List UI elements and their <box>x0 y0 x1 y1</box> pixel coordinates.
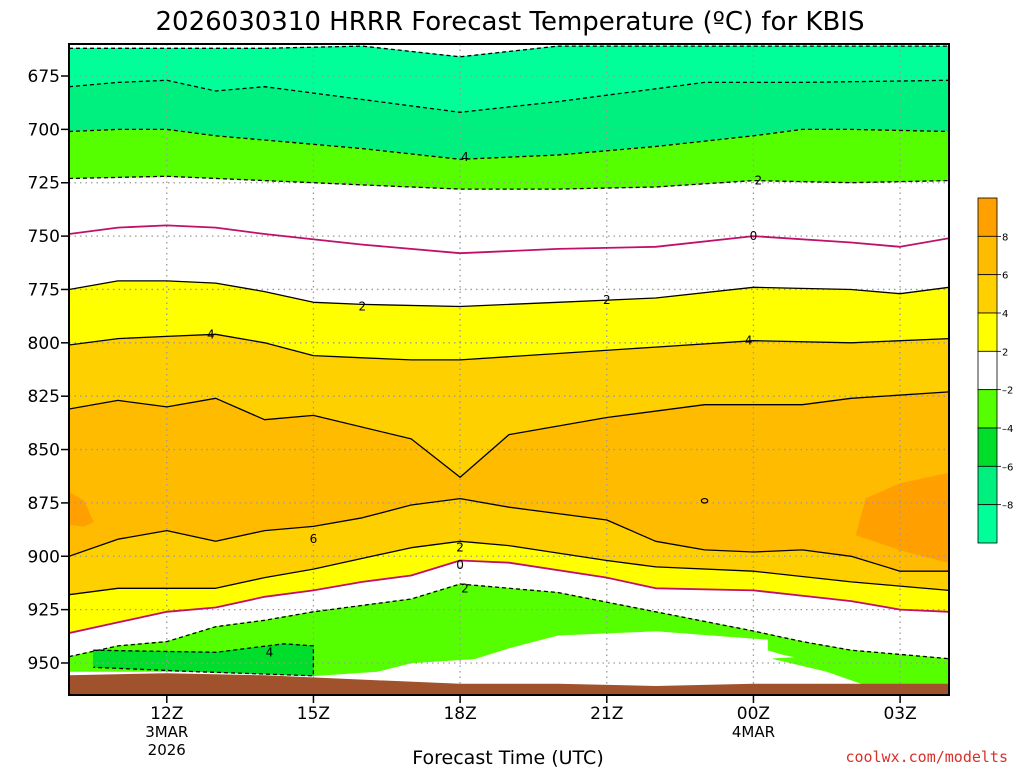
y-axis: 675 700 725 750 775 800 825 850 875 900 925 950 <box>28 67 69 674</box>
colorbar-label-7: –8 <box>1002 501 1013 512</box>
x-tick-label-21: 21Z <box>590 704 623 724</box>
colorbar-swatch-3 <box>977 312 998 352</box>
contour-label-11: 4 <box>266 645 274 659</box>
colorbar-label-6: –6 <box>1002 462 1013 473</box>
contour-label-1: 2 <box>755 174 763 188</box>
colorbar-swatch-6 <box>977 427 998 467</box>
x-axis-title: Forecast Time (UTC) <box>412 747 603 768</box>
colorbar-legend: 8 6 4 2 –2 –4 –6 –8 <box>977 197 1013 544</box>
y-tick-label-950: 950 <box>28 654 60 674</box>
contour-line-11 <box>69 583 949 660</box>
temperature-fill-regions <box>69 45 949 689</box>
contour-label-3: 2 <box>359 300 367 314</box>
y-tick-label-700: 700 <box>28 120 60 140</box>
x-date-label-12-0: 3MAR <box>145 723 188 741</box>
x-tick-label-15: 15Z <box>297 704 330 724</box>
contour-label-0: 4 <box>461 150 469 164</box>
contour-labels: 4 2 0 2 2 4 4 6 2 0 2 4 <box>207 150 763 659</box>
colorbar-label-4: –2 <box>1002 386 1013 397</box>
plot-frame <box>68 43 950 696</box>
contour-line-5 <box>69 280 949 308</box>
contour-label-6: 4 <box>745 334 753 348</box>
plot-area: 4 2 0 2 2 4 4 6 2 0 2 4 <box>68 43 950 696</box>
contour-loop <box>700 497 709 504</box>
terrain-layer <box>69 673 949 695</box>
colorbar-swatch-7 <box>977 465 998 506</box>
y-tick-label-825: 825 <box>28 387 60 407</box>
y-tick-label-750: 750 <box>28 227 60 247</box>
chart-title: 2026030310 HRRR Forecast Temperature (ºC… <box>156 7 865 37</box>
grid-lines <box>69 44 949 695</box>
contour-line-8 <box>69 497 949 572</box>
x-tick-label-27: 03Z <box>883 704 916 724</box>
temp-region-7 <box>855 472 949 564</box>
colorbar-label-0: 8 <box>1002 232 1008 243</box>
x-date-label-12-1: 2026 <box>148 741 186 759</box>
contour-line-7 <box>69 391 949 478</box>
temp-region-6 <box>69 491 94 527</box>
contour-line-4 <box>69 224 949 255</box>
colorbar-label-5: –4 <box>1002 424 1013 435</box>
contour-label-8: 2 <box>456 541 464 555</box>
contour-line-2 <box>69 128 949 160</box>
colorbar-swatch-0 <box>977 197 998 237</box>
contour-label-4: 2 <box>603 293 611 307</box>
x-tick-label-18: 18Z <box>443 704 476 724</box>
contour-line-6 <box>69 333 949 361</box>
contour-label-10: 2 <box>461 581 469 595</box>
y-tick-label-675: 675 <box>28 67 60 87</box>
colorbar-swatch-1 <box>977 235 998 276</box>
x-tick-label-12: 12Z <box>150 704 183 724</box>
colorbar-label-2: 4 <box>1002 309 1008 320</box>
contour-line-12 <box>93 643 315 677</box>
y-tick-label-800: 800 <box>28 334 60 354</box>
y-tick-label-850: 850 <box>28 441 60 461</box>
colorbar-swatch-2 <box>977 274 998 314</box>
contour-label-9: 0 <box>456 558 464 572</box>
contour-label-5: 4 <box>207 327 215 341</box>
y-tick-label-925: 925 <box>28 601 60 621</box>
contour-line-10 <box>69 559 949 634</box>
y-tick-label-725: 725 <box>28 174 60 194</box>
y-tick-label-775: 775 <box>28 280 60 300</box>
contour-label-7: 6 <box>310 532 318 546</box>
colorbar-swatch-4 <box>977 350 998 391</box>
x-tick-label-24: 00Z <box>737 704 770 724</box>
colorbar-swatch-8 <box>977 504 998 544</box>
y-tick-label-900: 900 <box>28 547 60 567</box>
contour-line-9 <box>69 540 949 596</box>
y-tick-label-875: 875 <box>28 494 60 514</box>
colorbar-label-3: 2 <box>1002 347 1008 358</box>
isotherm-contours <box>69 45 949 677</box>
contour-label-2: 0 <box>750 229 758 243</box>
source-link[interactable]: coolwx.com/modelts <box>845 748 1008 766</box>
colorbar-swatch-5 <box>977 389 998 429</box>
terrain-fill <box>69 673 949 695</box>
colorbar-label-1: 6 <box>1002 271 1008 282</box>
x-date-label-24-0: 4MAR <box>732 723 775 741</box>
